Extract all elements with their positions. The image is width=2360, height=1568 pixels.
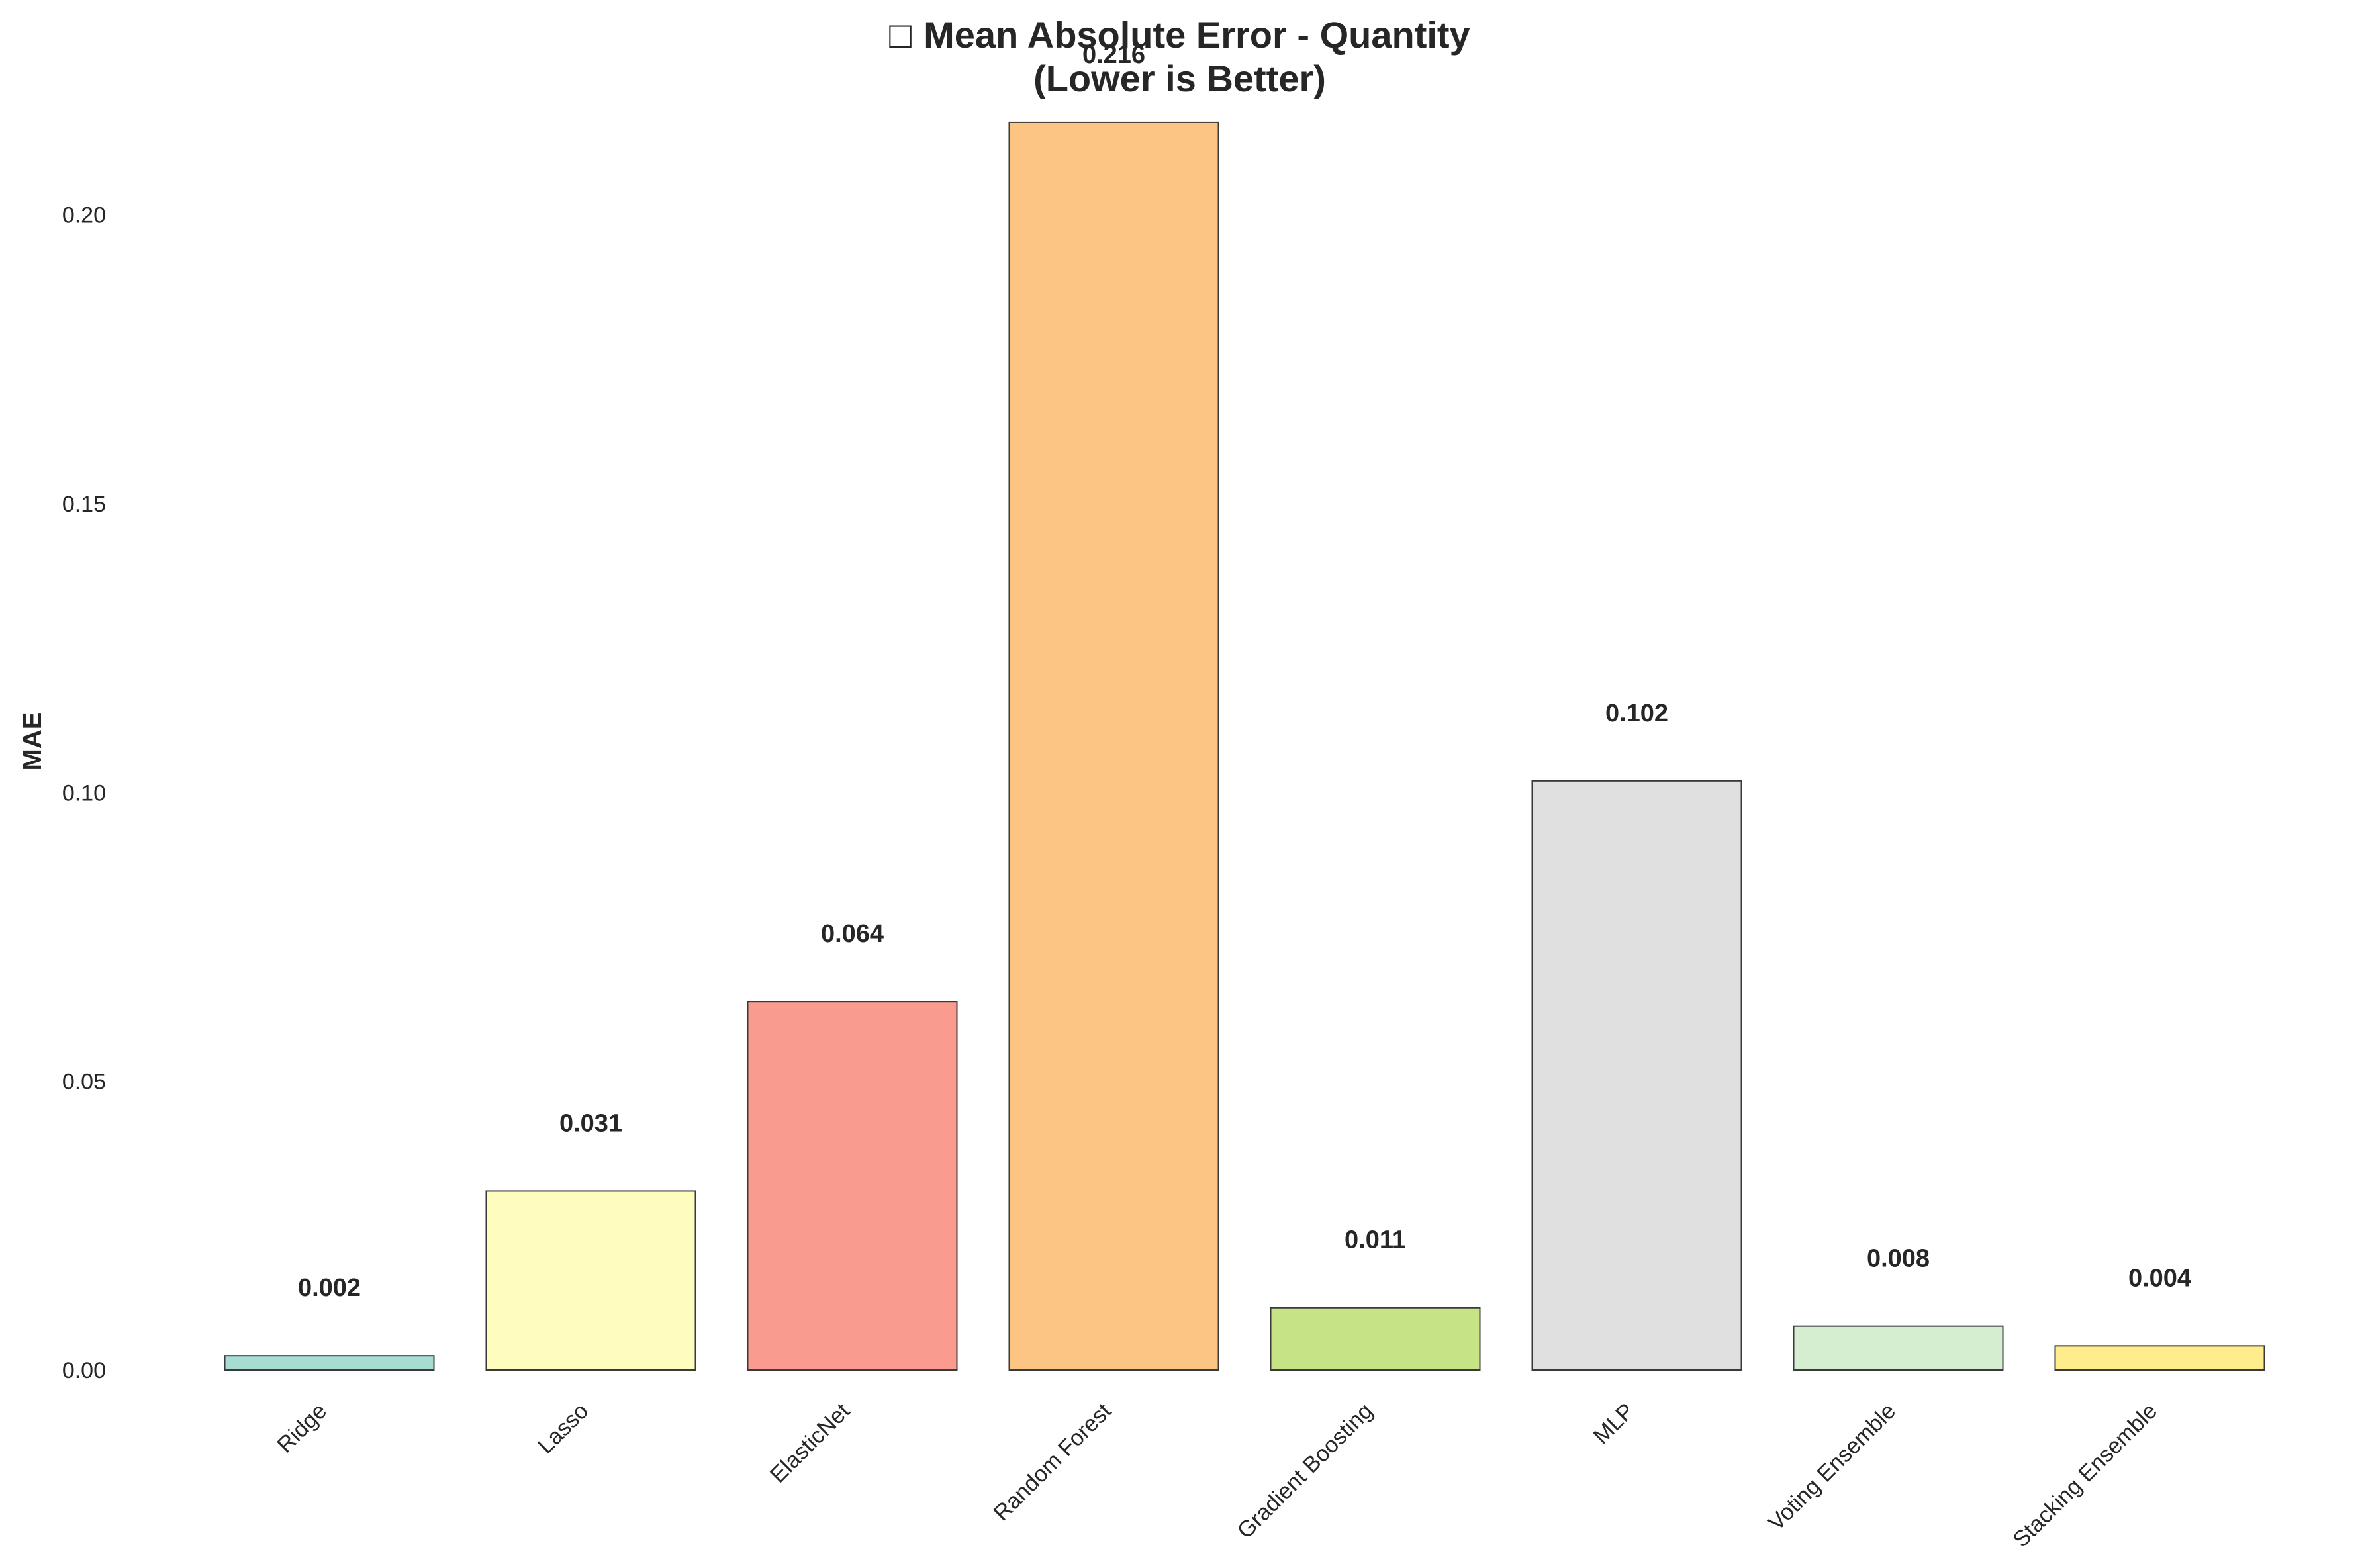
chart-title-line1: □ Mean Absolute Error - Quantity (889, 14, 1470, 56)
x-tick-label: ElasticNet (765, 1398, 855, 1487)
bar (2054, 1345, 2265, 1371)
y-tick-label: 0.05 (62, 1070, 106, 1095)
data-label: 0.031 (559, 1109, 622, 1137)
bar (1793, 1325, 2004, 1371)
bar (1270, 1307, 1481, 1371)
bar (747, 1001, 958, 1371)
data-label: 0.008 (1867, 1245, 1930, 1273)
bar (1008, 121, 1219, 1371)
title-text: Mean Absolute Error - Quantity (923, 14, 1470, 56)
x-tick-label: Ridge (272, 1399, 332, 1458)
data-label: 0.102 (1605, 700, 1668, 727)
x-tick-label: MLP (1589, 1399, 1639, 1449)
data-label: 0.002 (298, 1274, 361, 1302)
chart-title-line2: (Lower is Better) (1033, 58, 1326, 99)
x-tick-label: Stacking Ensemble (2008, 1399, 2162, 1553)
data-label: 0.004 (2128, 1264, 2191, 1292)
bar (1531, 780, 1742, 1371)
data-label: 0.011 (1345, 1226, 1406, 1254)
title-icon: □ (889, 14, 912, 56)
y-tick-label: 0.00 (62, 1358, 106, 1383)
bar (485, 1190, 696, 1371)
bar (224, 1355, 435, 1371)
x-tick-label: Lasso (533, 1399, 593, 1459)
y-tick-label: 0.10 (62, 780, 106, 806)
x-tick-label: Random Forest (989, 1398, 1117, 1526)
x-tick-label: Gradient Boosting (1233, 1399, 1378, 1544)
y-tick-label: 0.20 (62, 203, 106, 228)
data-label: 0.064 (821, 920, 884, 948)
y-tick-label: 0.15 (62, 492, 106, 517)
chart-marks: 0.00 0.05 0.10 0.15 0.20 0.002 Ridge 0.031 Lasso… (62, 41, 2265, 1553)
y-axis-label: MAE (18, 712, 47, 771)
data-label: 0.216 (1082, 41, 1145, 69)
x-tick-label: Voting Ensemble (1764, 1399, 1901, 1536)
